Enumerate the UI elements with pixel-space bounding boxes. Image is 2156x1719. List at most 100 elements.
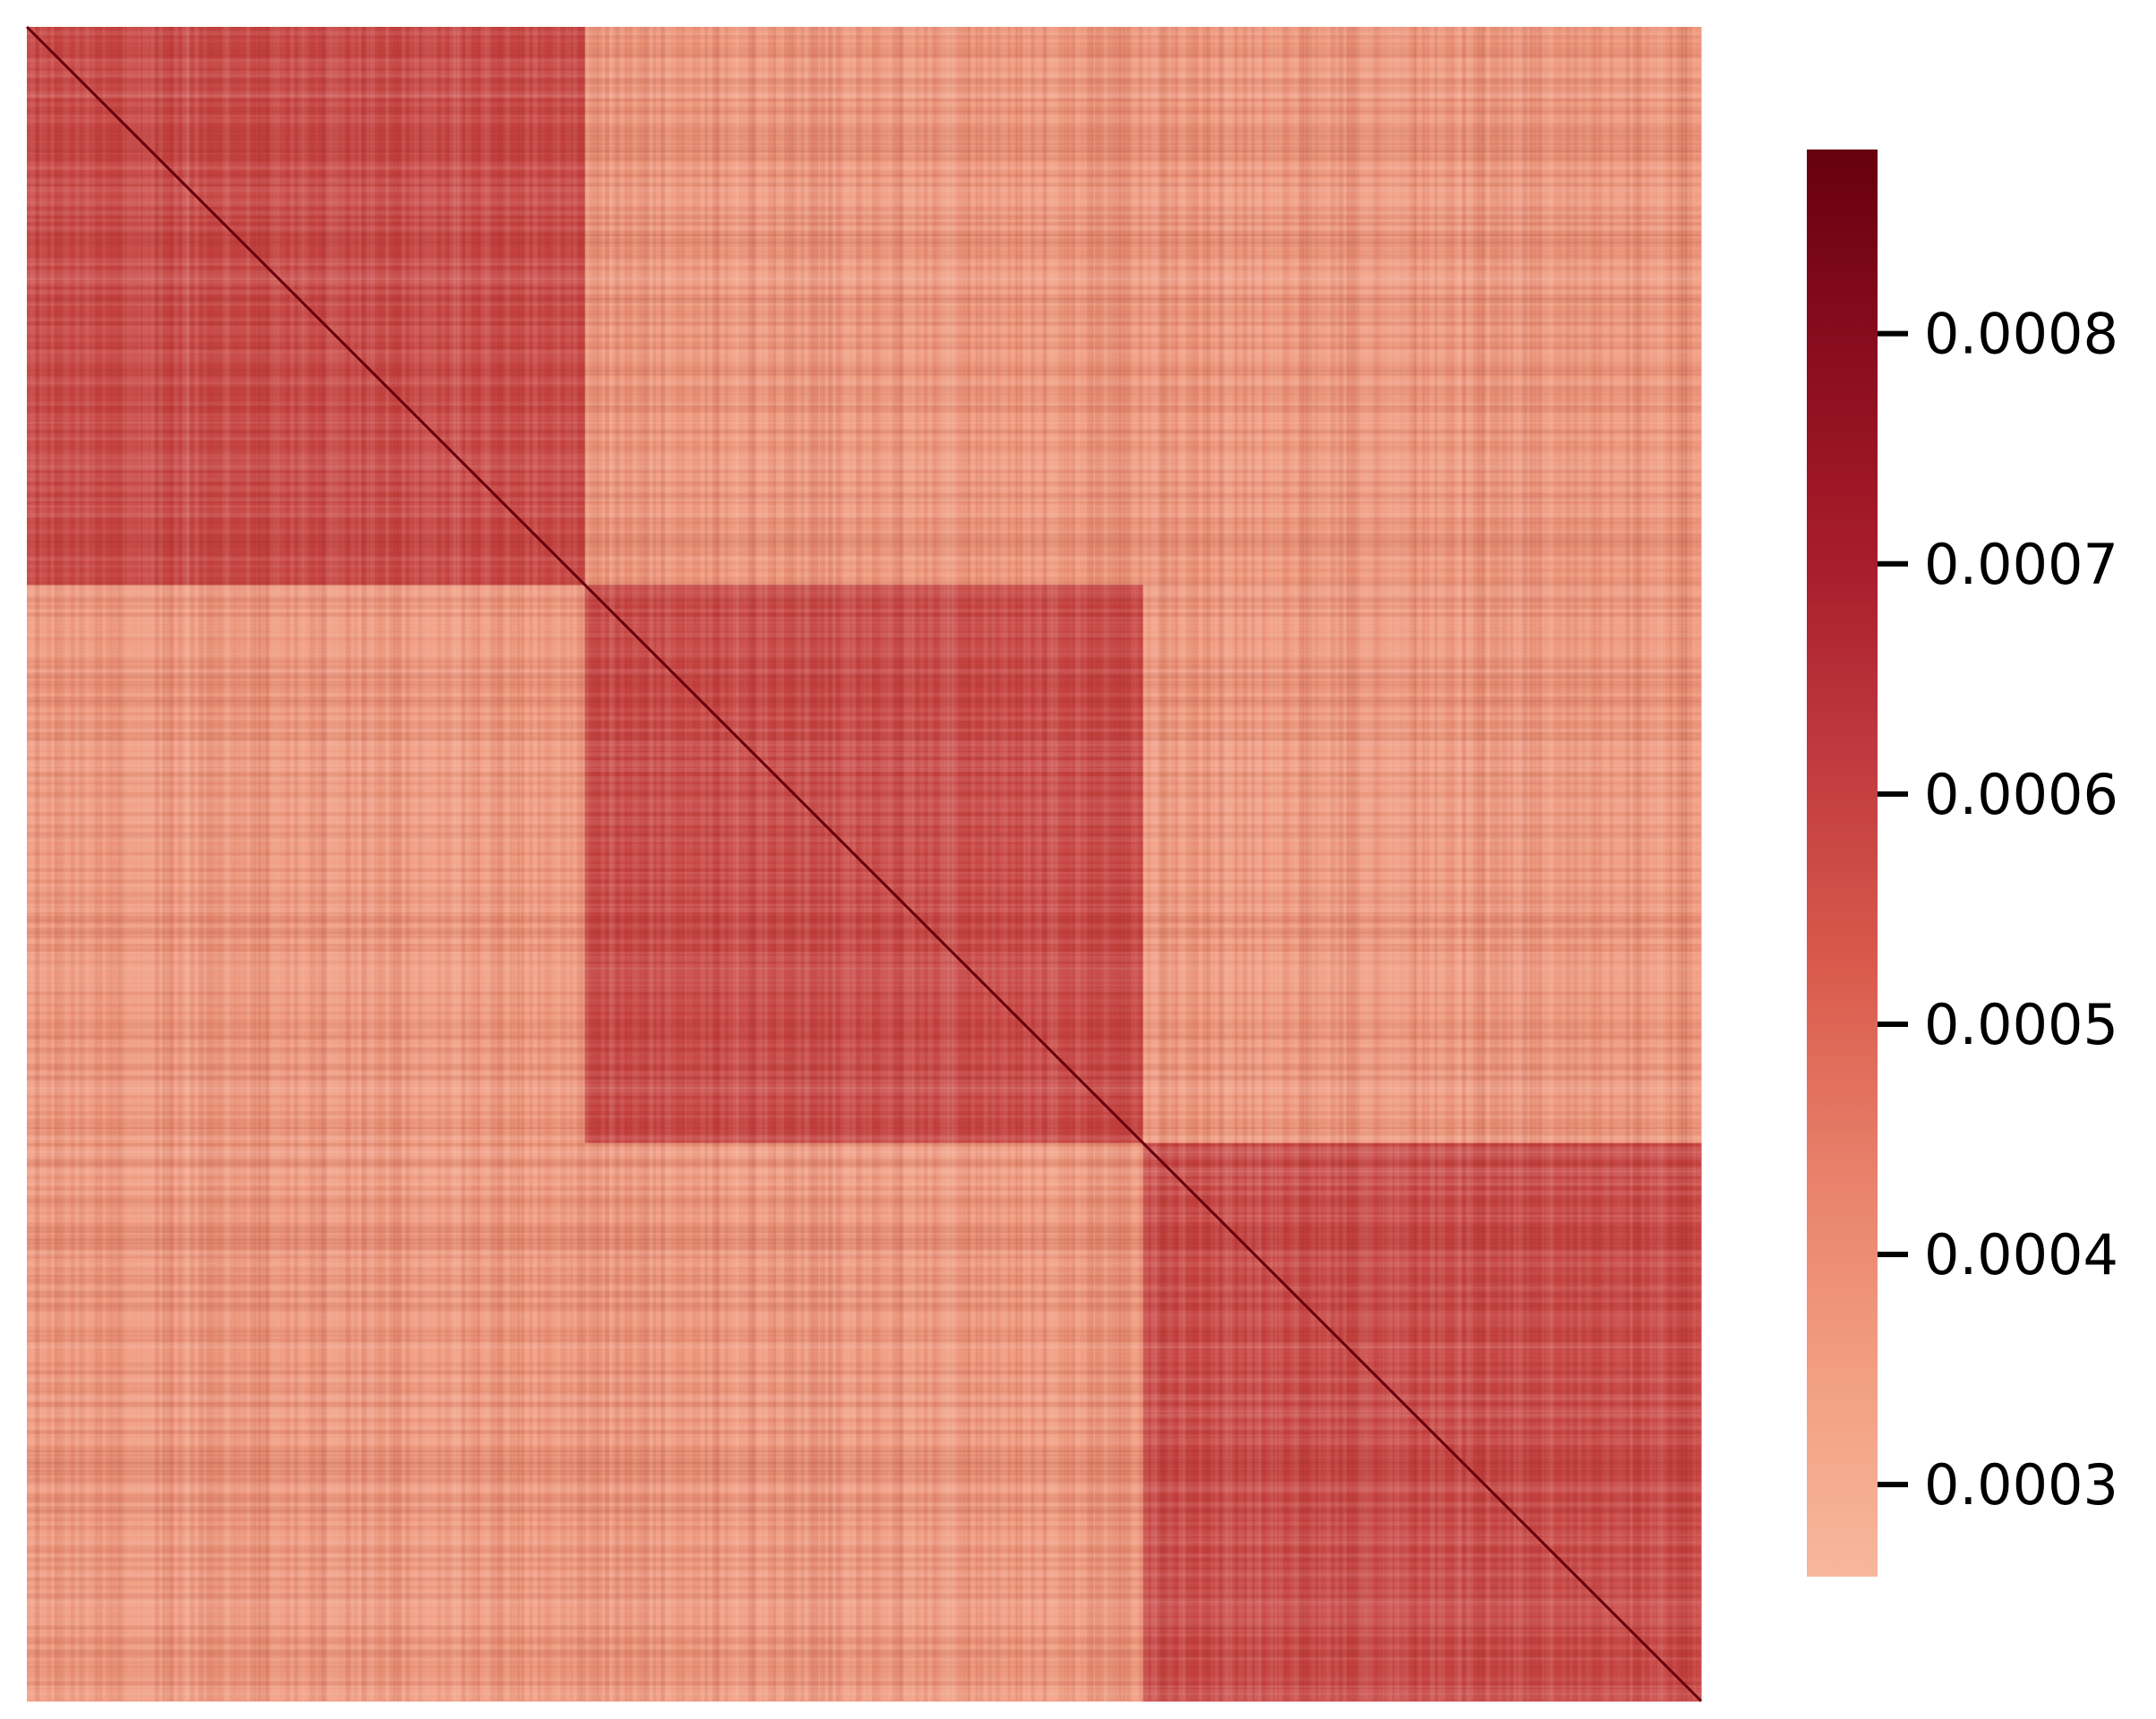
noise-stripe-v: [672, 27, 675, 1701]
noise-stripe-v: [1191, 27, 1195, 1701]
noise-stripe-h: [27, 98, 1701, 102]
noise-stripe-h: [27, 365, 1701, 372]
noise-stripe-v: [1673, 27, 1676, 1701]
noise-stripe-v: [34, 27, 40, 1701]
noise-stripe-h: [27, 1063, 1701, 1067]
noise-stripe-h: [27, 86, 1701, 93]
noise-stripe-v: [660, 27, 665, 1701]
noise-stripe-h: [27, 1681, 1701, 1687]
noise-stripe-h: [27, 210, 1701, 216]
noise-stripe-v: [609, 27, 616, 1701]
noise-stripe-h: [27, 1641, 1701, 1645]
noise-stripe-v: [1302, 27, 1308, 1701]
noise-stripe-h: [27, 286, 1701, 290]
noise-stripe-h: [27, 1657, 1701, 1660]
noise-stripe-v: [58, 27, 65, 1701]
noise-stripe-v: [601, 27, 605, 1701]
noise-stripe-h: [27, 1210, 1701, 1213]
noise-stripe-v: [944, 27, 950, 1701]
noise-stripe-h: [27, 517, 1701, 521]
noise-stripe-v: [393, 27, 398, 1701]
noise-stripe-h: [27, 294, 1701, 300]
noise-stripe-v: [565, 27, 572, 1701]
noise-stripe-v: [1617, 27, 1622, 1701]
noise-stripe-v: [572, 27, 578, 1701]
noise-stripe-h: [27, 585, 1701, 588]
noise-stripe-v: [1266, 27, 1273, 1701]
noise-stripe-h: [27, 485, 1701, 491]
noise-stripe-v: [1521, 27, 1527, 1701]
noise-stripe-h: [27, 1653, 1701, 1659]
noise-stripe-h: [27, 1501, 1701, 1508]
noise-stripe-v: [716, 27, 720, 1701]
noise-stripe-h: [27, 911, 1701, 915]
noise-stripe-v: [1541, 27, 1544, 1701]
noise-stripe-v: [796, 27, 802, 1701]
noise-stripe-v: [349, 27, 356, 1701]
noise-stripe-h: [27, 1613, 1701, 1616]
noise-stripe-v: [218, 27, 225, 1701]
noise-stripe-v: [1490, 27, 1493, 1701]
noise-stripe-h: [27, 1430, 1701, 1434]
noise-stripe-v: [931, 27, 937, 1701]
noise-stripe-v: [78, 27, 85, 1701]
noise-stripe-h: [27, 1438, 1701, 1442]
noise-stripe-v: [1442, 27, 1445, 1701]
noise-stripe-h: [27, 1557, 1701, 1562]
noise-stripe-h: [27, 1111, 1701, 1116]
noise-stripe-v: [86, 27, 90, 1701]
noise-stripe-v: [294, 27, 298, 1701]
noise-stripe-h: [27, 1028, 1701, 1031]
noise-stripe-h: [27, 1469, 1701, 1475]
noise-stripe-h: [27, 708, 1701, 713]
heatmap-block-2-1: [585, 1142, 1144, 1702]
noise-stripe-v: [975, 27, 979, 1701]
noise-stripe-h: [27, 565, 1701, 568]
noise-stripe-v: [1366, 27, 1372, 1701]
noise-stripe-h: [27, 928, 1701, 935]
noise-stripe-h: [27, 190, 1701, 195]
noise-stripe-v: [780, 27, 785, 1701]
noise-stripe-h: [27, 557, 1701, 561]
noise-stripe-h: [27, 1246, 1701, 1252]
noise-stripe-h: [27, 1155, 1701, 1160]
noise-stripe-v: [684, 27, 688, 1701]
noise-stripe-v: [1510, 27, 1513, 1701]
noise-stripe-v: [648, 27, 654, 1701]
noise-stripe-h: [27, 536, 1701, 543]
noise-stripe-h: [27, 936, 1701, 938]
noise-stripe-v: [1202, 27, 1208, 1701]
noise-stripe-h: [27, 425, 1701, 431]
noise-stripe-h: [27, 50, 1701, 56]
noise-stripe-v: [1282, 27, 1288, 1701]
noise-stripe-v: [517, 27, 520, 1701]
noise-stripe-v: [449, 27, 456, 1701]
noise-stripe-h: [27, 1409, 1701, 1416]
noise-stripe-h: [27, 1461, 1701, 1468]
noise-stripe-h: [27, 405, 1701, 410]
noise-stripe-h: [27, 664, 1701, 670]
noise-stripe-v: [637, 27, 641, 1701]
noise-stripe-h: [27, 728, 1701, 732]
noise-stripe-v: [736, 27, 740, 1701]
noise-stripe-v: [1007, 27, 1011, 1701]
noise-stripe-h: [27, 274, 1701, 281]
noise-stripe-h: [27, 234, 1701, 237]
noise-stripe-v: [1482, 27, 1486, 1701]
noise-stripe-h: [27, 1108, 1701, 1112]
noise-stripe-h: [27, 1629, 1701, 1632]
noise-stripe-h: [27, 1381, 1701, 1386]
noise-stripe-v: [971, 27, 975, 1701]
noise-stripe-v: [1330, 27, 1337, 1701]
noise-stripe-v: [612, 27, 619, 1701]
noise-stripe-v: [1518, 27, 1524, 1701]
noise-stripe-h: [27, 421, 1701, 424]
noise-stripe-v: [1194, 27, 1199, 1701]
noise-stripe-v: [500, 27, 504, 1701]
noise-stripe-h: [27, 684, 1701, 688]
noise-stripe-h: [27, 1250, 1701, 1257]
noise-stripe-h: [27, 58, 1701, 63]
noise-stripe-v: [840, 27, 844, 1701]
noise-stripe-v: [995, 27, 1001, 1701]
noise-stripe-h: [27, 349, 1701, 354]
